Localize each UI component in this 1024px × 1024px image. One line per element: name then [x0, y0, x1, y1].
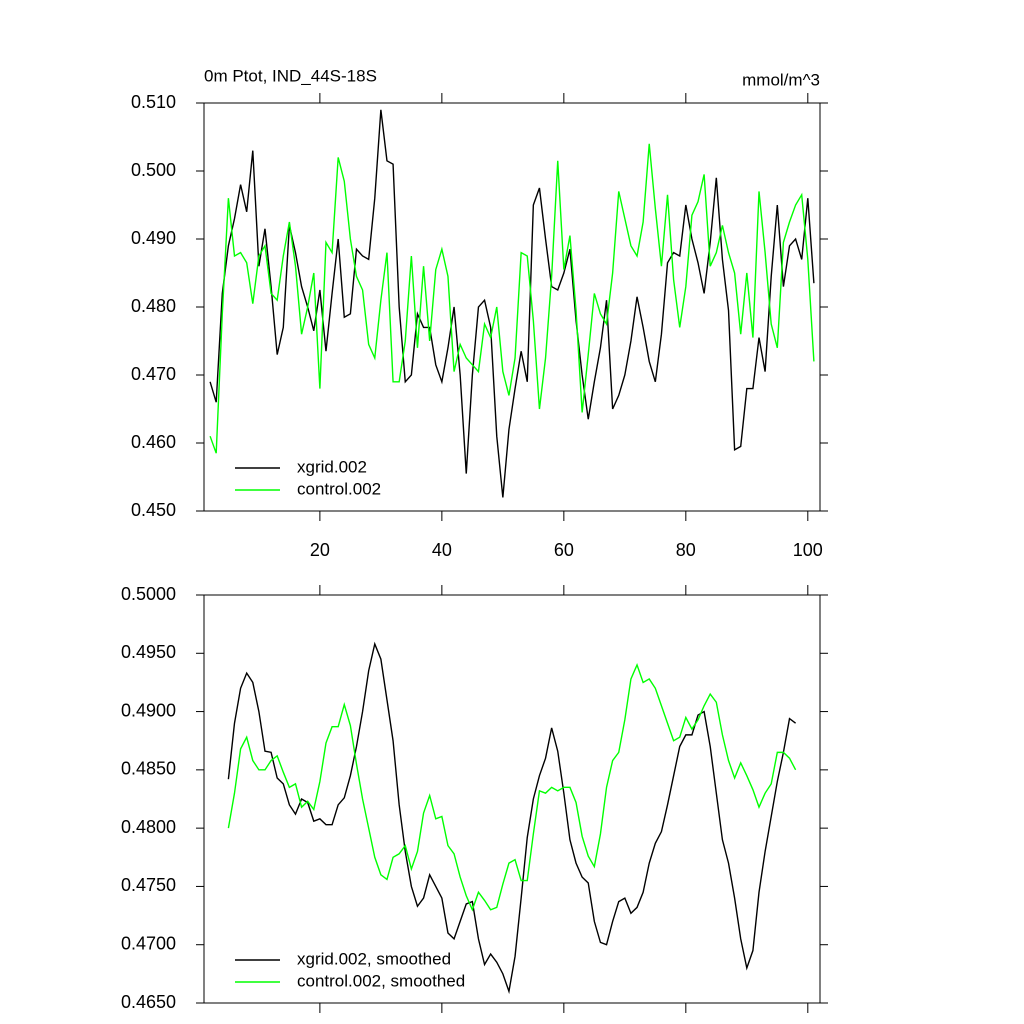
chart-title: 0m Ptot, IND_44S-18S	[204, 66, 377, 85]
x-tick-label: 60	[554, 540, 574, 560]
data-line	[227, 641, 797, 995]
y-tick-label: 0.470	[131, 364, 176, 384]
y-tick-label: 0.4900	[121, 700, 176, 720]
x-tick-label: 40	[432, 540, 452, 560]
y-tick-label: 0.510	[131, 92, 176, 112]
units-label: mmol/m^3	[742, 70, 820, 89]
data-line	[227, 663, 797, 912]
y-tick-label: 0.4850	[121, 759, 176, 779]
legend-label: control.002, smoothed	[297, 971, 465, 990]
y-tick-label: 0.4650	[121, 992, 176, 1012]
legend-label: xgrid.002	[297, 457, 367, 476]
data-line	[209, 109, 815, 498]
y-tick-label: 0.480	[131, 296, 176, 316]
plot-frame	[203, 594, 821, 1004]
x-tick-label: 20	[310, 540, 330, 560]
x-tick-label: 100	[793, 540, 823, 560]
y-tick-label: 0.4950	[121, 642, 176, 662]
data-line	[209, 143, 815, 454]
legend-label: xgrid.002, smoothed	[297, 949, 451, 968]
y-tick-label: 0.500	[131, 160, 176, 180]
y-tick-label: 0.460	[131, 432, 176, 452]
y-tick-label: 0.4750	[121, 875, 176, 895]
y-tick-label: 0.490	[131, 228, 176, 248]
x-tick-label: 80	[676, 540, 696, 560]
y-tick-label: 0.450	[131, 500, 176, 520]
y-tick-label: 0.5000	[121, 584, 176, 604]
legend-label: control.002	[297, 479, 381, 498]
y-tick-label: 0.4800	[121, 817, 176, 837]
y-tick-label: 0.4700	[121, 933, 176, 953]
